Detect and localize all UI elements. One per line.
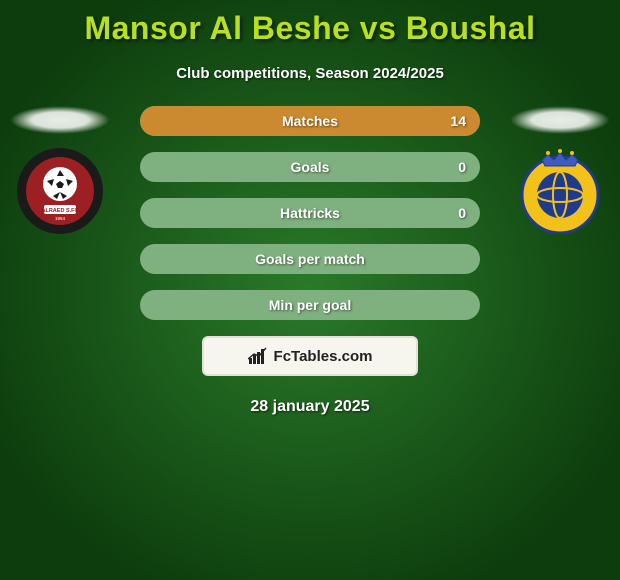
bar-chart-icon [248,347,268,365]
page-subtitle: Club competitions, Season 2024/2025 [0,65,620,82]
branding-label: FcTables.com [274,348,373,365]
club-badge-left: ALRAED S.FC 1954 [17,148,103,234]
svg-text:1954: 1954 [55,216,66,221]
stat-goals: Goals0 [140,152,480,182]
avatar-shadow [510,106,610,134]
club-badge-right [517,148,603,234]
stat-hattricks: Hattricks0 [140,198,480,228]
page-title: Mansor Al Beshe vs Boushal [0,0,620,47]
comparison-stage: ALRAED S.FC 1954 Matches14Goals0Hattrick… [0,106,620,320]
stat-matches: Matches14 [140,106,480,136]
date-text: 28 january 2025 [0,398,620,416]
svg-text:ALRAED S.FC: ALRAED S.FC [42,208,79,214]
al-nassr-badge-icon [517,148,603,234]
branding-box: FcTables.com [202,336,418,376]
stat-label: Matches [140,106,480,136]
stat-value: 0 [458,198,466,228]
player-right [510,106,610,234]
stat-value: 14 [450,106,466,136]
stat-label: Hattricks [140,198,480,228]
stat-min-per-goal: Min per goal [140,290,480,320]
stat-label: Goals per match [140,244,480,274]
stat-label: Goals [140,152,480,182]
stat-rows: Matches14Goals0Hattricks0Goals per match… [140,106,480,320]
stat-goals-per-match: Goals per match [140,244,480,274]
stat-label: Min per goal [140,290,480,320]
stat-value: 0 [458,152,466,182]
avatar-shadow [10,106,110,134]
player-left: ALRAED S.FC 1954 [10,106,110,234]
al-raed-badge-icon: ALRAED S.FC 1954 [17,148,103,234]
